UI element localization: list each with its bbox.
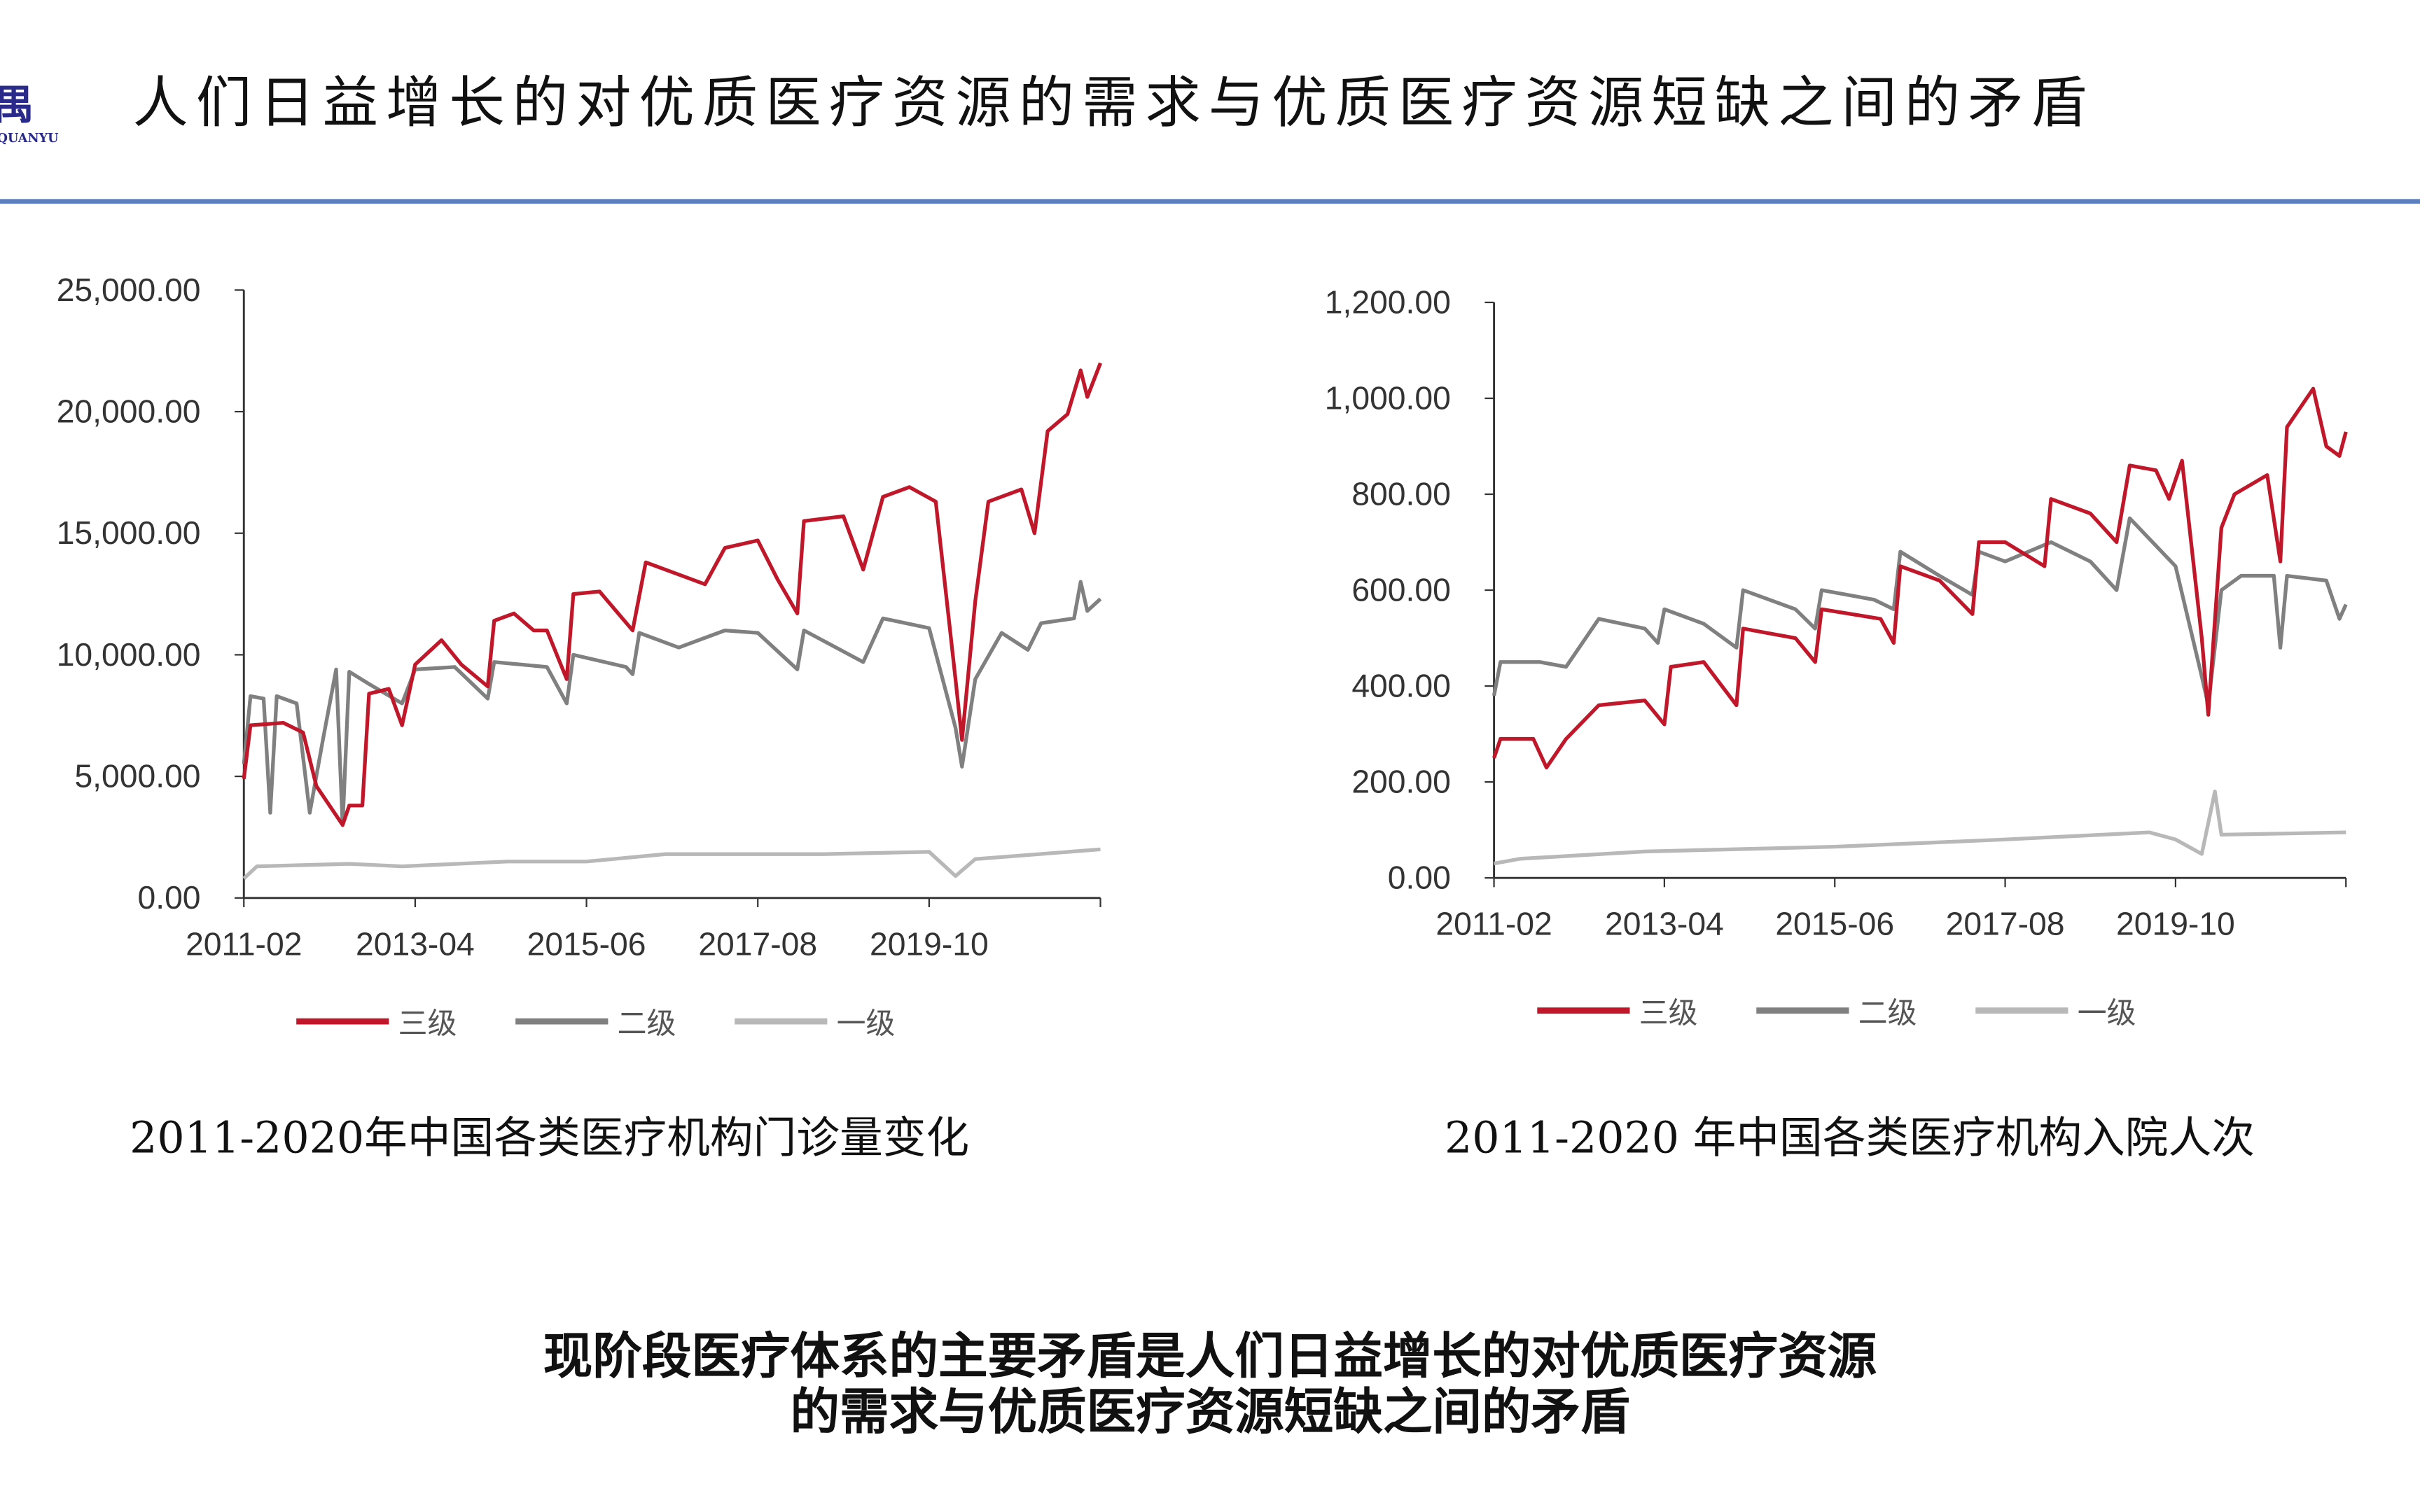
x-tick-label: 2015-06 — [527, 925, 646, 962]
legend-label: 二级 — [618, 1007, 676, 1041]
legend-label: 一级 — [2078, 995, 2136, 1030]
y-tick-label: 600.00 — [1351, 571, 1451, 608]
y-tick-label: 400.00 — [1351, 668, 1451, 704]
subtitle-line-2: 的需求与优质医疗资源短缺之间的矛盾 — [790, 1382, 1630, 1441]
x-tick-label: 2017-08 — [1946, 906, 2065, 942]
x-tick-label: 2017-08 — [698, 925, 817, 962]
y-tick-label: 0.00 — [137, 879, 200, 916]
legend-label: 一级 — [837, 1007, 896, 1041]
series-line-一级 — [242, 847, 1101, 880]
x-tick-label: 2013-04 — [356, 925, 475, 962]
series-line-一级 — [1494, 790, 2346, 866]
x-tick-label: 2019-10 — [2116, 906, 2235, 942]
y-tick-label: 20,000.00 — [57, 393, 201, 429]
x-tick-label: 2011-02 — [1435, 906, 1552, 942]
series-line-二级 — [242, 580, 1102, 827]
y-tick-label: 1,200.00 — [1325, 284, 1451, 320]
logo: 禺 — [0, 74, 34, 132]
x-tick-label: 2015-06 — [1775, 906, 1894, 942]
logo-subtext: QUANYU — [0, 130, 59, 146]
series-line-三级 — [1492, 386, 2348, 770]
y-tick-label: 15,000.00 — [57, 514, 201, 551]
legend-label: 三级 — [398, 1007, 457, 1041]
right-chart-caption: 2011-2020 年中国各类医疗机构入院人次 — [1445, 1112, 2255, 1163]
header-divider — [0, 199, 2420, 204]
y-tick-label: 1,000.00 — [1325, 379, 1451, 416]
y-tick-label: 200.00 — [1351, 764, 1451, 800]
series-line-三级 — [242, 362, 1102, 827]
series-line-二级 — [1491, 516, 2348, 708]
y-tick-label: 25,000.00 — [57, 272, 201, 308]
legend-label: 二级 — [1858, 995, 1917, 1030]
x-tick-label: 2011-02 — [186, 925, 302, 962]
left-chart-caption: 2011-2020年中国各类医疗机构门诊量变化 — [130, 1112, 970, 1163]
legend-label: 三级 — [1639, 995, 1698, 1030]
y-tick-label: 800.00 — [1351, 475, 1451, 512]
subtitle-line-1: 现阶段医疗体系的主要矛盾是人们日益增长的对优质医疗资源 — [543, 1326, 1877, 1386]
x-tick-label: 2019-10 — [870, 925, 989, 962]
y-tick-label: 0.00 — [1388, 860, 1451, 896]
y-tick-label: 5,000.00 — [74, 758, 200, 794]
x-tick-label: 2013-04 — [1605, 906, 1724, 942]
slide-title: 人们日益增长的对优质医疗资源的需求与优质医疗资源短缺之间的矛盾 — [132, 72, 2094, 136]
y-tick-label: 10,000.00 — [57, 636, 201, 673]
